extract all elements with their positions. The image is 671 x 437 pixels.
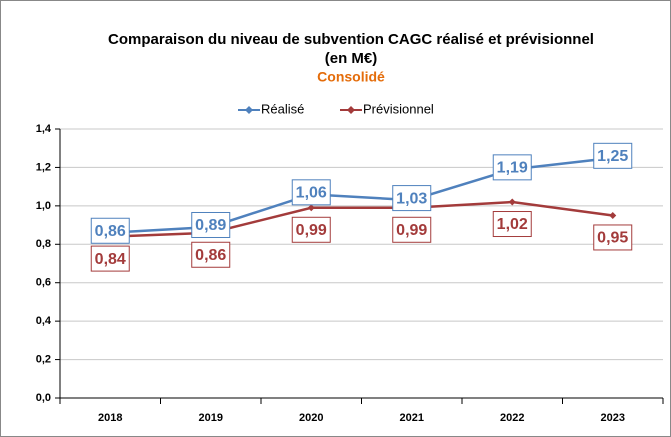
y-tick-label: 1,0 <box>36 200 51 212</box>
point-marker <box>508 198 516 206</box>
y-tick-label: 0,2 <box>36 353 51 365</box>
value-label: 0,95 <box>597 230 628 247</box>
point-marker <box>609 211 617 219</box>
value-label: 0,89 <box>195 217 226 234</box>
x-tick-label: 2019 <box>199 412 223 424</box>
value-label-box <box>593 224 633 251</box>
value-label: 0,84 <box>95 251 126 268</box>
x-tick-label: 2022 <box>500 412 524 424</box>
value-label-box <box>392 185 432 212</box>
value-label-box <box>492 154 532 181</box>
value-label-box <box>191 211 231 238</box>
value-label: 0,99 <box>296 222 327 239</box>
x-tick-label: 2021 <box>400 412 424 424</box>
legend-marker <box>347 106 355 114</box>
value-label-box <box>291 179 331 206</box>
x-tick-label: 2023 <box>601 412 625 424</box>
y-tick-label: 0,4 <box>36 315 52 327</box>
value-label-box <box>492 211 532 238</box>
value-label: 1,02 <box>497 216 528 233</box>
y-tick-label: 0,6 <box>36 277 51 289</box>
value-label: 0,86 <box>95 223 126 240</box>
x-tick-label: 2018 <box>98 412 122 424</box>
value-label: 1,25 <box>597 148 628 165</box>
value-label: 1,19 <box>497 160 528 177</box>
x-tick-label: 2020 <box>299 412 323 424</box>
value-label: 0,86 <box>195 247 226 264</box>
y-tick-label: 0,0 <box>36 392 51 404</box>
value-label: 1,03 <box>396 190 427 207</box>
value-label-box <box>291 216 331 243</box>
value-label-box <box>593 142 633 169</box>
legend-label: Réalisé <box>261 101 304 116</box>
chart-title: Comparaison du niveau de subvention CAGC… <box>108 31 594 48</box>
y-tick-label: 0,8 <box>36 238 51 250</box>
value-label-box <box>191 241 231 268</box>
value-label-box <box>90 217 130 244</box>
value-label: 0,99 <box>396 222 427 239</box>
chart-unit: (en M€) <box>325 50 378 67</box>
legend-label: Prévisionnel <box>363 101 434 116</box>
chart-subtitle: Consolidé <box>317 69 385 85</box>
value-label: 1,06 <box>296 185 327 202</box>
value-label-box <box>90 245 130 272</box>
legend-marker <box>245 106 253 114</box>
y-tick-label: 1,4 <box>36 123 52 135</box>
y-tick-label: 1,2 <box>36 161 51 173</box>
point-marker <box>307 204 315 212</box>
value-label-box <box>392 216 432 243</box>
